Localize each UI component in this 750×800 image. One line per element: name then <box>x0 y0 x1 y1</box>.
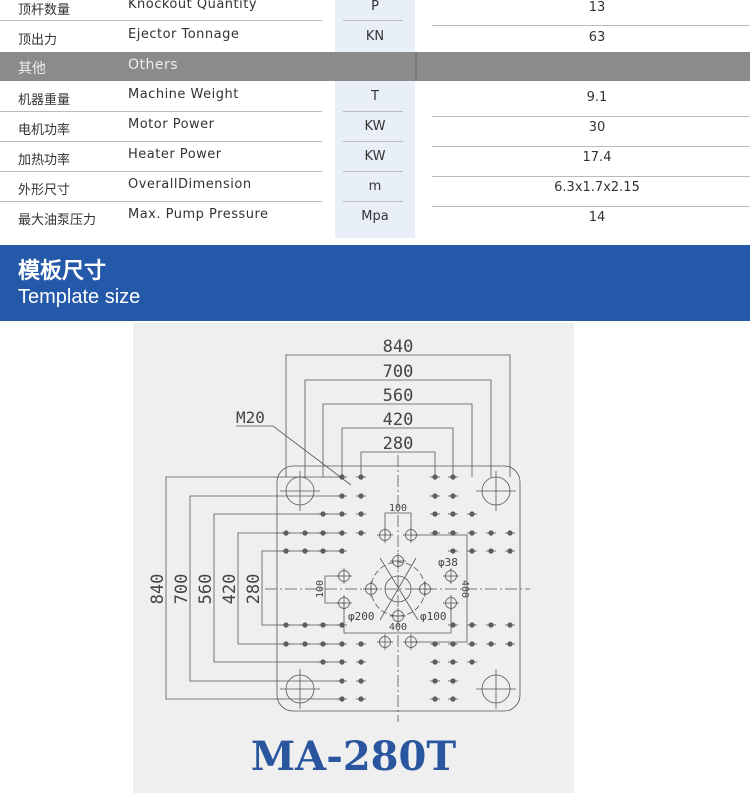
phi200-label: φ200 <box>348 610 375 623</box>
dim-line-h <box>285 354 511 477</box>
label-en: Heater Power <box>128 147 222 162</box>
dim-100-label: 100 <box>389 503 407 514</box>
unit: KW <box>364 149 386 164</box>
dim-line-h <box>304 379 492 477</box>
dim-label-h: 700 <box>383 362 414 382</box>
pcd-circle <box>370 561 426 617</box>
template-size-banner: 模板尺寸 Template size <box>0 245 750 321</box>
dim-line-h <box>341 427 454 477</box>
dim-400v <box>411 534 468 643</box>
dim-100v <box>324 575 344 604</box>
m20-leader <box>236 425 352 486</box>
dim-400h <box>343 603 452 634</box>
value: 30 <box>588 120 606 135</box>
label-cn: 外形尺寸 <box>18 183 71 198</box>
dim-label-v: 280 <box>244 574 264 605</box>
value: 63 <box>588 30 606 45</box>
section-others: 其他 Others <box>0 52 750 81</box>
unit: P <box>371 0 379 14</box>
label-en: Ejector Tonnage <box>128 27 240 42</box>
dim-label-v: 700 <box>172 574 192 605</box>
dim-line-v <box>213 513 342 663</box>
dim-label-h: 420 <box>383 410 414 430</box>
label-cn: 顶杆数量 <box>18 3 71 18</box>
label-en: OverallDimension <box>128 177 252 192</box>
unit: KN <box>365 29 385 44</box>
label-en: Knockout Quantity <box>128 0 258 12</box>
drawing-panel <box>133 323 574 793</box>
spec-row: 顶杆数量 Knockout Quantity P 13 <box>0 0 750 22</box>
dim-label-h: 560 <box>383 386 414 406</box>
spec-row: 最大油泵压力 Max. Pump Pressure Mpa 14 <box>0 202 750 232</box>
unit: KW <box>364 119 386 134</box>
others-cn: 其他 <box>18 61 46 77</box>
value: 9.1 <box>586 90 608 105</box>
dim-label-v: 420 <box>220 574 240 605</box>
spec-row: 加热功率 Heater Power KW 17.4 <box>0 142 750 172</box>
value: 6.3x1.7x2.15 <box>554 180 640 195</box>
spec-row: 外形尺寸 OverallDimension m 6.3x1.7x2.15 <box>0 172 750 202</box>
spec-row: 顶出力 Ejector Tonnage KN 63 <box>0 22 750 52</box>
spec-row: 机器重量 Machine Weight T 9.1 <box>0 82 750 112</box>
value: 14 <box>588 210 606 225</box>
dim-line-v <box>189 495 342 682</box>
label-cn: 加热功率 <box>18 153 71 168</box>
label-en: Max. Pump Pressure <box>128 207 269 222</box>
banner-title-cn: 模板尺寸 <box>18 259 107 284</box>
label-cn: 电机功率 <box>18 123 71 138</box>
nozzle-hole <box>384 575 412 603</box>
label-en: Motor Power <box>128 117 215 132</box>
value: 17.4 <box>582 150 612 165</box>
dim-line-v <box>261 550 342 626</box>
dim-line-h <box>360 451 436 477</box>
model-name: MA-280T <box>250 733 457 780</box>
dim-100 <box>384 512 412 535</box>
dim-label-h: 840 <box>383 337 414 357</box>
dim-label-v: 560 <box>196 574 216 605</box>
unit: Mpa <box>361 209 389 224</box>
label-cn: 顶出力 <box>18 33 58 48</box>
banner-title-en: Template size <box>18 286 141 308</box>
label-cn: 最大油泵压力 <box>18 213 97 228</box>
label-cn: 机器重量 <box>18 93 71 108</box>
dim-line-h <box>322 403 473 477</box>
thread-label: M20 <box>236 408 265 427</box>
label-en: Machine Weight <box>128 87 239 102</box>
dim-400v-label: 400 <box>459 580 470 598</box>
leader <box>379 557 419 621</box>
value: 13 <box>588 0 606 15</box>
dim-line-v <box>165 476 342 700</box>
dim-line-v <box>237 532 342 645</box>
dim-100v-label: 100 <box>315 580 326 598</box>
spec-row: 电机功率 Motor Power KW 30 <box>0 112 750 142</box>
phi100-label: φ100 <box>420 610 447 623</box>
unit: m <box>368 179 382 194</box>
unit-column-bg <box>335 0 415 238</box>
dim-label-v: 840 <box>148 574 168 605</box>
leader <box>379 557 417 621</box>
platen-outline <box>276 465 521 712</box>
others-en: Others <box>128 57 179 73</box>
dim-label-h: 280 <box>383 434 414 454</box>
phi38-label: φ38 <box>438 556 458 569</box>
unit: T <box>371 89 379 104</box>
dim-400h-label: 400 <box>389 622 407 633</box>
